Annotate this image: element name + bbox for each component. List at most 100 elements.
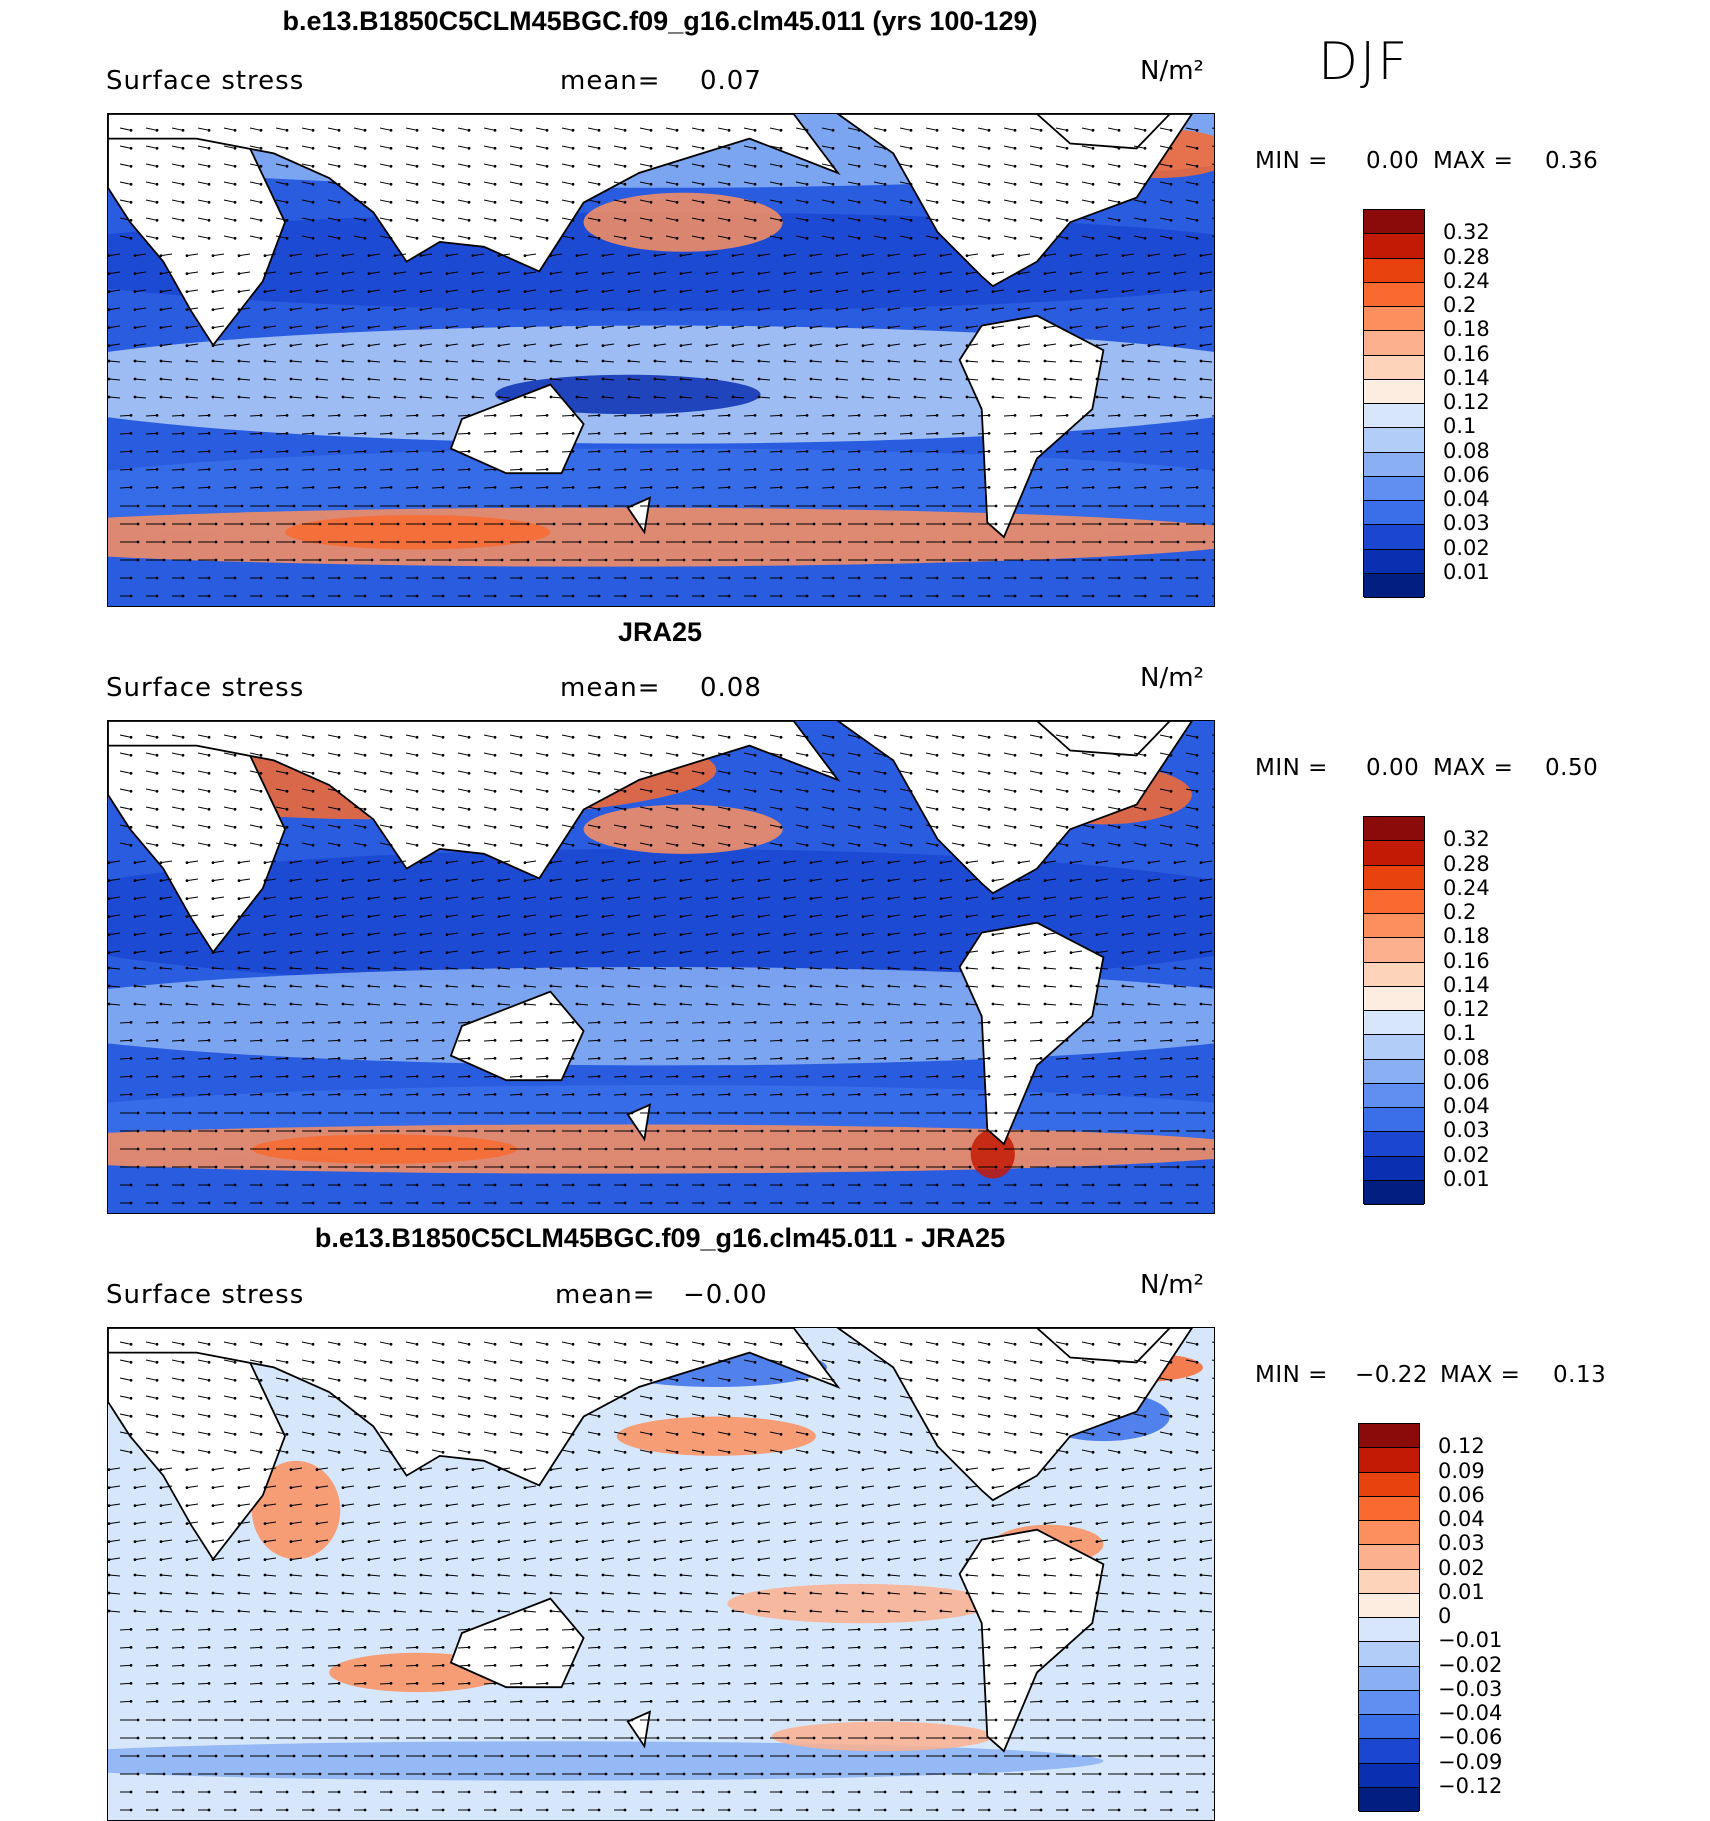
colorbar-tick-label: 0.08 — [1443, 439, 1490, 463]
stress-vector — [1030, 433, 1041, 434]
stress-vector-head — [1174, 897, 1177, 900]
stress-vector-head — [1203, 505, 1206, 508]
stress-vector-head — [917, 1148, 920, 1151]
panel-2-mean-value: 0.08 — [700, 673, 762, 703]
stress-vector-head — [1122, 985, 1125, 988]
stress-vector-head — [550, 967, 553, 970]
stress-vector-head — [312, 1343, 315, 1346]
stress-vector-head — [520, 1184, 523, 1187]
stress-vector — [1004, 1022, 1015, 1023]
colorbar-tick-label: 0.2 — [1443, 293, 1476, 317]
stress-vector-head — [914, 915, 917, 918]
stress-vector-head — [212, 933, 215, 936]
stress-vector-head — [865, 541, 868, 544]
stress-vector-head — [1118, 772, 1121, 775]
stress-vector-head — [267, 541, 270, 544]
stress-vector-head — [598, 1093, 601, 1096]
stress-vector-head — [1200, 344, 1203, 347]
stress-vector-head — [160, 396, 163, 399]
stress-vector-head — [208, 844, 211, 847]
stress-vector-head — [416, 486, 419, 489]
stress-vector-head — [914, 344, 917, 347]
stress-vector-head — [728, 486, 731, 489]
stress-vector — [380, 469, 391, 470]
stress-vector-head — [520, 219, 523, 222]
stress-vector — [250, 415, 261, 416]
stress-vector-head — [182, 1379, 185, 1382]
stress-vector-head — [1066, 147, 1069, 150]
stress-vector-head — [754, 237, 757, 240]
stress-vector-head — [468, 486, 471, 489]
stress-vector-head — [520, 844, 523, 847]
stress-vector-head — [988, 577, 991, 580]
stress-vector-head — [442, 1093, 445, 1096]
stress-vector-head — [260, 1093, 263, 1096]
stress-vector — [224, 1022, 235, 1023]
stress-vector-head — [468, 237, 471, 240]
stress-vector-head — [397, 1148, 400, 1151]
stress-vector-head — [832, 1361, 835, 1364]
stress-vector-head — [787, 541, 790, 544]
stress-vector-head — [780, 1361, 783, 1364]
stress-vector-head — [1174, 326, 1177, 329]
stress-vector-head — [338, 844, 341, 847]
stress-vector-head — [472, 951, 475, 954]
stress-vector — [796, 415, 807, 416]
stress-vector-head — [1092, 147, 1095, 150]
stress-vector — [484, 1094, 495, 1095]
colorbar-swatch — [1364, 550, 1424, 574]
stress-vector — [458, 1058, 469, 1059]
stress-vector — [744, 433, 755, 434]
stress-vector — [172, 487, 183, 488]
stress-vector — [1030, 1076, 1041, 1077]
stress-vector — [926, 415, 937, 416]
colorbar-tick-label: 0.28 — [1443, 245, 1490, 269]
stress-vector-head — [494, 1379, 497, 1382]
stress-vector-head — [442, 1379, 445, 1382]
stress-vector-head — [364, 1075, 367, 1078]
stress-vector-head — [468, 808, 471, 811]
stress-vector-head — [520, 165, 523, 168]
stress-vector — [1056, 1058, 1067, 1059]
stress-vector-head — [1066, 754, 1069, 757]
stress-vector-head — [628, 967, 631, 970]
stress-vector-head — [813, 1130, 816, 1133]
stress-vector-head — [260, 1202, 263, 1205]
stress-vector-head — [442, 1075, 445, 1078]
stress-vector-head — [524, 344, 527, 347]
stress-vector-head — [546, 736, 549, 739]
stress-vector-head — [735, 559, 738, 562]
stress-vector-head — [1014, 165, 1017, 168]
stress-vector-head — [546, 754, 549, 757]
stress-vector-head — [966, 396, 969, 399]
stress-vector-head — [345, 541, 348, 544]
stress-vector-head — [680, 290, 683, 293]
stress-vector — [317, 326, 328, 328]
stress-vector-head — [784, 933, 787, 936]
stress-vector-head — [1092, 1075, 1095, 1078]
stress-vector-head — [312, 237, 315, 240]
stress-vector-head — [390, 237, 393, 240]
stress-vector-head — [1040, 790, 1043, 793]
stress-vector — [1186, 1058, 1197, 1059]
stress-vector-head — [754, 486, 757, 489]
stress-vector-head — [238, 254, 241, 257]
stress-vector-head — [650, 772, 653, 775]
stress-vector-head — [1148, 308, 1151, 311]
stress-vector-head — [780, 486, 783, 489]
stress-vector — [406, 451, 417, 452]
stress-vector-head — [494, 468, 497, 471]
stress-vector-head — [702, 577, 705, 580]
stress-vector-head — [501, 505, 504, 508]
colorbar-swatch — [1364, 841, 1424, 865]
stress-vector-head — [212, 254, 215, 257]
stress-vector-head — [1014, 237, 1017, 240]
stress-vector-head — [910, 772, 913, 775]
stress-vector-head — [130, 468, 133, 471]
stress-vector-head — [1196, 1093, 1199, 1096]
stress-vector-head — [806, 790, 809, 793]
stress-vector-head — [862, 985, 865, 988]
stress-vector-head — [657, 523, 660, 526]
stress-vector-head — [137, 1130, 140, 1133]
stress-vector-head — [260, 754, 263, 757]
